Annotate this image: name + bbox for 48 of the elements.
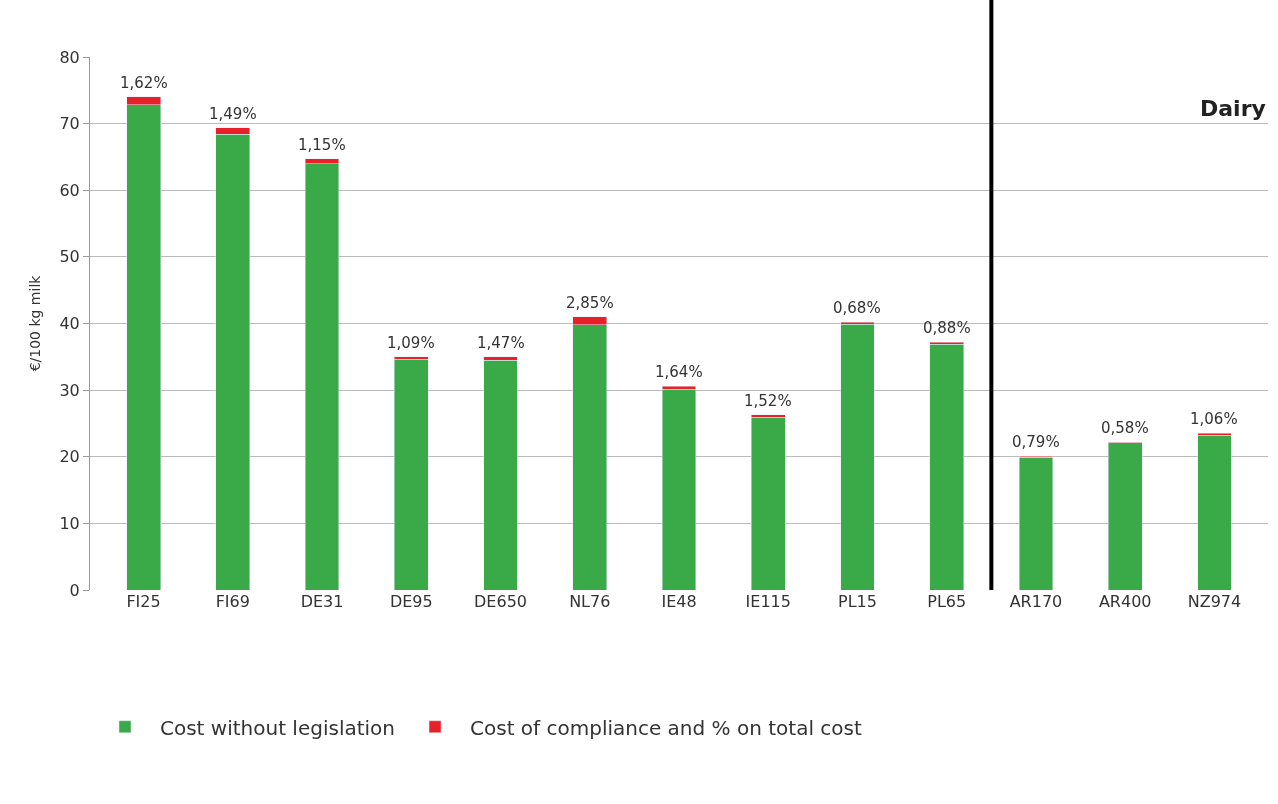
x-tick-label: FI25 [126,592,161,611]
annotation: 1,15% [298,136,346,154]
x-tick-label: NL76 [569,592,611,611]
x-tick-label: NZ974 [1187,592,1242,611]
x-tick-label: DE95 [389,592,433,611]
bar [751,417,786,590]
annotation: 1,62% [120,74,168,92]
x-tick-label: AR400 [1098,592,1152,611]
bar [483,359,518,590]
x-tick-label: AR170 [1009,592,1063,611]
annotation: 1,64% [655,363,703,381]
annotation: 1,49% [209,105,257,123]
x-tick-label: IE48 [661,592,697,611]
x-tick-label: DE31 [300,592,344,611]
y-tick-label: 40 [59,314,80,334]
x-tick-label: IE115 [745,592,791,611]
y-tick-label: 10 [59,513,80,533]
annotation: 1,52% [744,392,792,410]
bar [1018,457,1054,590]
bar [661,389,697,590]
y-tick-label: 50 [59,247,80,267]
x-tick-label: PL65 [927,592,967,611]
y-tick-label: 0 [69,580,80,600]
y-tick-label: 70 [59,114,80,134]
bar [840,323,875,590]
y-tick-label: 30 [59,380,80,400]
legend-label: Cost without legislation [160,715,396,740]
annotation: 1,47% [477,334,525,352]
annotation: Dairy [1200,96,1266,121]
x-tick-label: PL15 [838,592,877,611]
y-tick-label: 20 [59,447,80,467]
y-tick-label: 60 [59,180,80,200]
bar [1108,442,1143,590]
bar [929,343,964,590]
legend-label: Cost of compliance and % on total cost [470,715,862,740]
annotation: 2,85% [566,294,614,312]
x-tick-label: DE650 [474,592,527,611]
annotation: 0,68% [833,299,881,317]
annotation: 1,06% [1190,410,1238,428]
annotation: 0,58% [1101,419,1149,437]
y-axis-title: €/100 kg milk [27,274,44,372]
annotation: 0,88% [923,319,971,337]
y-tick-label: 80 [59,47,80,67]
annotation: 0,79% [1012,433,1060,451]
x-tick-label: FI69 [215,592,250,611]
bar [394,359,429,590]
annotation: 1,09% [387,334,435,352]
bar [1197,435,1232,590]
